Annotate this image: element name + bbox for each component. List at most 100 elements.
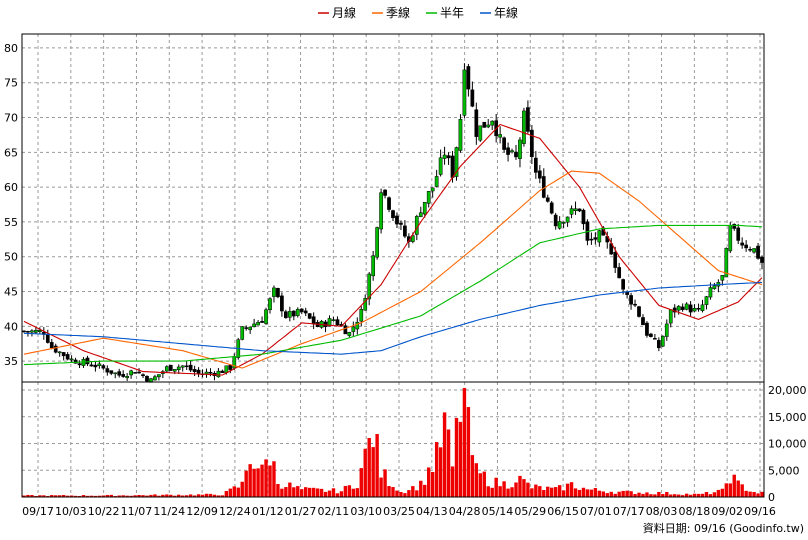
candle-body — [446, 155, 451, 159]
volume-bar — [708, 494, 713, 497]
candle-body — [613, 252, 618, 268]
candle-body — [537, 170, 542, 179]
candle-body — [276, 288, 280, 298]
candle-body — [422, 202, 427, 215]
volume-bar — [331, 488, 336, 497]
candle-body — [450, 155, 455, 178]
candle-body — [418, 212, 423, 217]
volume-bar — [208, 493, 213, 497]
volume-bar — [343, 486, 348, 497]
volume-bar — [327, 490, 332, 497]
candle-body — [649, 333, 653, 337]
candle-body — [93, 364, 98, 368]
candle-body — [97, 363, 102, 366]
candle-body — [280, 295, 284, 312]
volume-bar — [391, 487, 395, 497]
candle-body — [617, 267, 622, 279]
candle-body — [514, 151, 518, 158]
volume-bar — [403, 493, 407, 497]
candle-body — [331, 319, 336, 321]
candle-body — [65, 354, 70, 360]
candle-body — [196, 369, 201, 374]
volume-bar — [637, 492, 641, 497]
candle-body — [220, 370, 225, 373]
volume-bar — [125, 495, 129, 497]
volume-bar — [411, 486, 415, 497]
volume-bar — [129, 495, 133, 497]
candle-body — [53, 345, 58, 353]
volume-bar — [680, 495, 685, 497]
volume-bar — [466, 407, 471, 497]
volume-bar — [522, 479, 526, 497]
candle-body — [327, 318, 332, 327]
candle-body — [303, 310, 308, 314]
volume-bar — [518, 475, 522, 497]
volume-bar — [601, 491, 605, 497]
volume-bar — [296, 486, 300, 497]
volume-bar — [716, 489, 721, 497]
candle-body — [307, 313, 312, 319]
volume-bar — [704, 492, 709, 497]
volume-bar — [724, 483, 729, 497]
candle-body — [133, 372, 137, 374]
candle-body — [73, 359, 78, 364]
volume-bar — [585, 489, 590, 497]
candle-body — [240, 326, 245, 340]
candle-body — [284, 311, 288, 319]
candle-body — [117, 371, 122, 376]
volume-bar — [26, 494, 30, 497]
candle-body — [438, 157, 443, 175]
x-tick-label-18: 07/17 — [613, 505, 645, 518]
candle-body — [260, 321, 264, 323]
volume-bar — [311, 487, 316, 497]
volume-bar — [676, 494, 681, 497]
volume-bar — [192, 495, 197, 497]
candle-body — [530, 129, 534, 157]
volume-bar — [304, 487, 308, 497]
candle-body — [486, 124, 491, 128]
volume-bar — [684, 493, 689, 497]
volume-bar — [748, 491, 752, 497]
candle-body — [728, 225, 733, 252]
candle-body — [434, 176, 439, 187]
data-date-footer: 資料日期: 09/16 (Goodinfo.tw) — [643, 521, 804, 535]
candle-body — [180, 365, 185, 368]
candle-body — [216, 370, 221, 378]
volume-bar — [169, 494, 173, 497]
price-tick-label-0: 35 — [4, 355, 18, 368]
x-tick-label-1: 10/03 — [55, 505, 87, 518]
volume-bar — [292, 487, 296, 497]
volume-bar — [514, 482, 518, 497]
candle-body — [168, 364, 173, 371]
volume-bar — [244, 470, 248, 497]
volume-bar — [173, 495, 177, 497]
volume-bar — [538, 486, 542, 497]
volume-bar — [157, 495, 161, 497]
candle-body — [569, 208, 574, 215]
ma-line-0 — [23, 123, 763, 376]
candle-body — [176, 366, 181, 370]
volume-bar — [101, 495, 106, 497]
legend-label-0: 月線 — [332, 5, 356, 20]
x-tick-label-22: 09/16 — [744, 505, 776, 518]
candle-body — [641, 317, 645, 326]
volume-tick-label-4: 20,000 — [768, 384, 807, 397]
volume-bar — [347, 485, 352, 497]
candle-body — [164, 366, 169, 372]
volume-bar — [438, 447, 443, 497]
candle-body — [26, 330, 30, 333]
volume-bar — [629, 491, 633, 497]
volume-bar — [260, 464, 264, 497]
candle-body — [430, 187, 435, 192]
volume-bar — [577, 489, 582, 497]
volume-bar — [442, 412, 447, 497]
volume-bar — [105, 494, 110, 497]
volume-bar — [597, 490, 602, 497]
volume-bar — [355, 488, 359, 497]
volume-bar — [188, 494, 193, 497]
candle-body — [593, 237, 598, 240]
candle-body — [403, 225, 407, 237]
volume-bar — [42, 495, 46, 497]
volume-bar — [589, 489, 594, 497]
